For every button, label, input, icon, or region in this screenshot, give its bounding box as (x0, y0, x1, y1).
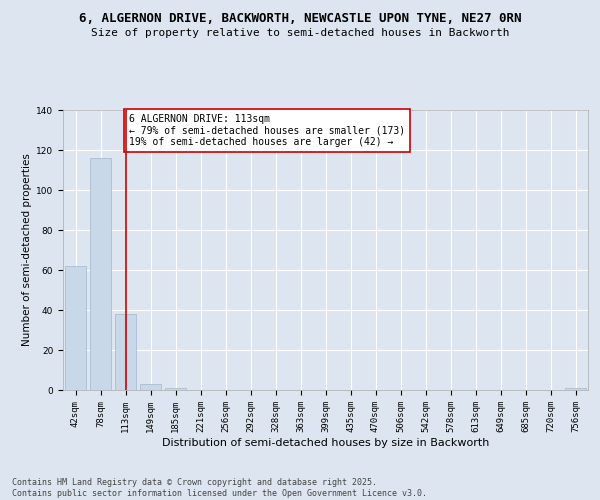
Bar (565, 388, 586, 390)
Text: 6 ALGERNON DRIVE: 113sqm
← 79% of semi-detached houses are smaller (173)
19% of : 6 ALGERNON DRIVE: 113sqm ← 79% of semi-d… (129, 114, 406, 147)
Bar (90, 158, 111, 390)
Bar (115, 314, 136, 390)
Bar (140, 384, 161, 390)
Bar (165, 388, 186, 390)
Y-axis label: Number of semi-detached properties: Number of semi-detached properties (22, 154, 32, 346)
Text: Size of property relative to semi-detached houses in Backworth: Size of property relative to semi-detach… (91, 28, 509, 38)
Text: 6, ALGERNON DRIVE, BACKWORTH, NEWCASTLE UPON TYNE, NE27 0RN: 6, ALGERNON DRIVE, BACKWORTH, NEWCASTLE … (79, 12, 521, 26)
Bar (65, 266, 86, 390)
Text: Contains HM Land Registry data © Crown copyright and database right 2025.
Contai: Contains HM Land Registry data © Crown c… (12, 478, 427, 498)
X-axis label: Distribution of semi-detached houses by size in Backworth: Distribution of semi-detached houses by … (162, 438, 489, 448)
